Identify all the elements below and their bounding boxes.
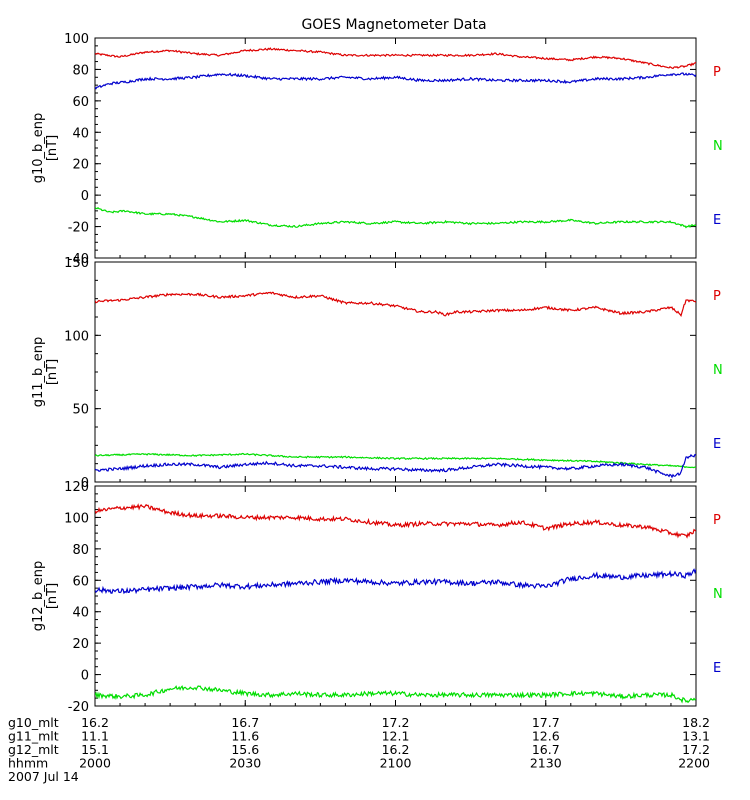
y-axis-unit: [nT]	[45, 135, 60, 161]
y-axis-unit: [nT]	[45, 359, 60, 385]
date-label: 2007 Jul 14	[8, 769, 79, 784]
x-tick-label: 2100	[380, 756, 412, 771]
x-tick-label: 2200	[678, 756, 710, 771]
legend-e: E	[713, 661, 721, 676]
y-tick-label: 60	[72, 574, 89, 589]
y-tick-label: 20	[72, 158, 89, 173]
y-tick-label: 0	[81, 476, 89, 491]
x-tick-label: 2130	[530, 756, 562, 771]
y-tick-label: -20	[68, 221, 89, 236]
y-tick-label: 50	[72, 403, 89, 418]
x-tick-label: 18.2	[682, 715, 710, 730]
legend-p: P	[713, 513, 721, 528]
legend-p: P	[713, 65, 721, 80]
chart-title: GOES Magnetometer Data	[301, 17, 486, 33]
x-tick-label: 12.6	[532, 729, 560, 744]
y-tick-label: 60	[72, 95, 89, 110]
panel-g10: -40 -20 0 20 40 60 80 100 g10_b_enp [nT] P N E	[31, 32, 723, 267]
series-line-p	[95, 291, 696, 318]
x-tick-label: 17.7	[532, 715, 560, 730]
series-line-p	[95, 47, 696, 70]
legend-n: N	[713, 587, 723, 602]
y-tick-label: 20	[72, 637, 89, 652]
panel-g12: -20 0 20 40 60 80 100 120 g12_b_enp [nT] P N E	[31, 480, 723, 715]
x-tick-label: 11.6	[231, 729, 259, 744]
x-tick-label: 15.1	[81, 742, 109, 757]
y-axis-label: g12_b_enp	[31, 561, 46, 632]
x-row-label: g12_mlt	[8, 742, 59, 757]
legend-e: E	[713, 213, 721, 228]
x-tick-label: 17.2	[682, 742, 710, 757]
y-axis-unit: [nT]	[45, 583, 60, 609]
legend-n: N	[713, 139, 723, 154]
x-tick-label: 16.7	[231, 715, 259, 730]
y-tick-label: 0	[81, 669, 89, 684]
x-tick-label: 16.2	[81, 715, 109, 730]
x-tick-label: 13.1	[682, 729, 710, 744]
series-line-e	[95, 568, 696, 595]
x-tick-label: 16.2	[382, 742, 410, 757]
y-tick-label: 80	[72, 543, 89, 558]
y-tick-label: 80	[72, 63, 89, 78]
y-tick-label: 120	[64, 480, 89, 495]
panel-g11: 0 50 100 150 g11_b_enp [nT] P N E	[31, 256, 723, 491]
y-tick-label: 100	[64, 329, 89, 344]
series-line-e	[95, 72, 696, 90]
x-tick-label: 12.1	[382, 729, 410, 744]
x-tick-label: 11.1	[81, 729, 109, 744]
y-tick-label: 100	[64, 32, 89, 47]
y-axis-label: g11_b_enp	[31, 337, 46, 408]
y-axis-label: g10_b_enp	[31, 113, 46, 184]
y-tick-label: 40	[72, 126, 89, 141]
plot-frame	[94, 485, 697, 707]
y-tick-label: -20	[68, 700, 89, 715]
y-tick-label: 150	[64, 256, 89, 271]
x-tick-label: 16.7	[532, 742, 560, 757]
x-tick-label: 2000	[79, 756, 111, 771]
series-line-n	[95, 206, 696, 229]
y-tick-label: 0	[81, 189, 89, 204]
legend-p: P	[713, 289, 721, 304]
x-row-label: hhmm	[8, 756, 48, 771]
plot-frame	[94, 37, 697, 259]
series-line-n	[95, 685, 696, 704]
x-row-label: g10_mlt	[8, 715, 59, 730]
x-tick-label: 15.6	[231, 742, 259, 757]
y-tick-label: 100	[64, 511, 89, 526]
series-line-p	[95, 503, 696, 539]
legend-n: N	[713, 363, 723, 378]
series-line-n	[95, 452, 696, 469]
x-tick-label: 17.2	[382, 715, 410, 730]
series-line-e	[95, 453, 696, 479]
legend-e: E	[713, 437, 721, 452]
y-tick-label: -40	[68, 252, 89, 267]
x-row-label: g11_mlt	[8, 729, 59, 744]
x-tick-label: 2030	[229, 756, 261, 771]
y-tick-label: 40	[72, 606, 89, 621]
